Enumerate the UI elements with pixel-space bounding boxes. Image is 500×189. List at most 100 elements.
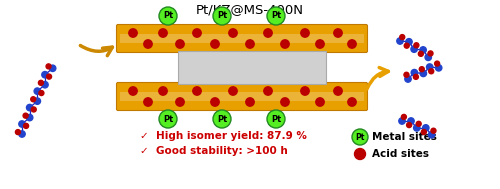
Circle shape	[426, 64, 433, 70]
Circle shape	[420, 70, 426, 77]
Circle shape	[354, 149, 366, 160]
Circle shape	[31, 107, 36, 112]
Circle shape	[246, 40, 254, 48]
Circle shape	[267, 110, 285, 128]
Circle shape	[399, 118, 405, 124]
Text: Pt: Pt	[217, 115, 227, 123]
Circle shape	[34, 88, 40, 94]
Circle shape	[397, 38, 403, 44]
Circle shape	[129, 87, 137, 95]
Circle shape	[267, 7, 285, 25]
Circle shape	[144, 98, 152, 106]
Text: Acid sites: Acid sites	[372, 149, 429, 159]
Circle shape	[416, 121, 421, 126]
Circle shape	[406, 39, 412, 45]
Circle shape	[19, 131, 25, 137]
Circle shape	[428, 51, 433, 56]
Circle shape	[159, 87, 167, 95]
Circle shape	[414, 43, 419, 48]
Circle shape	[281, 40, 289, 48]
Text: Pt: Pt	[356, 132, 364, 142]
Circle shape	[348, 98, 356, 106]
Text: Pt: Pt	[271, 12, 281, 20]
Circle shape	[400, 35, 405, 40]
Circle shape	[431, 128, 436, 133]
Circle shape	[408, 118, 414, 124]
Circle shape	[229, 29, 237, 37]
Text: Pt: Pt	[163, 12, 173, 20]
FancyBboxPatch shape	[116, 83, 368, 111]
Circle shape	[46, 64, 51, 69]
Text: Pt: Pt	[217, 12, 227, 20]
Circle shape	[193, 29, 201, 37]
Circle shape	[24, 123, 28, 128]
Text: ✓  High isomer yield: 87.9 %: ✓ High isomer yield: 87.9 %	[140, 131, 307, 141]
Circle shape	[411, 46, 418, 52]
Circle shape	[159, 110, 177, 128]
Circle shape	[26, 104, 33, 111]
Circle shape	[418, 51, 424, 56]
Circle shape	[281, 98, 289, 106]
Circle shape	[159, 29, 167, 37]
Circle shape	[19, 121, 25, 127]
Circle shape	[229, 87, 237, 95]
Text: Pt: Pt	[271, 115, 281, 123]
Circle shape	[176, 98, 184, 106]
Circle shape	[414, 74, 418, 79]
Text: Pt/KZ@MS-400N: Pt/KZ@MS-400N	[196, 3, 304, 16]
Circle shape	[352, 129, 368, 145]
Circle shape	[406, 123, 412, 128]
Text: ✓  Good stability: >100 h: ✓ Good stability: >100 h	[140, 146, 288, 156]
Bar	[120, 34, 364, 43]
Circle shape	[46, 74, 52, 79]
Circle shape	[176, 40, 184, 48]
Circle shape	[39, 91, 44, 96]
Circle shape	[30, 97, 36, 102]
Circle shape	[316, 98, 324, 106]
Circle shape	[159, 7, 177, 25]
Circle shape	[420, 67, 424, 72]
Circle shape	[211, 98, 219, 106]
Circle shape	[414, 125, 420, 131]
Circle shape	[405, 76, 411, 82]
Text: Pt: Pt	[163, 115, 173, 123]
Circle shape	[213, 7, 231, 25]
Circle shape	[264, 87, 272, 95]
Bar	[178, 51, 326, 84]
Circle shape	[246, 98, 254, 106]
Circle shape	[301, 87, 309, 95]
Circle shape	[42, 81, 48, 88]
Circle shape	[264, 29, 272, 37]
Circle shape	[402, 114, 406, 119]
Circle shape	[301, 29, 309, 37]
Circle shape	[213, 110, 231, 128]
Circle shape	[428, 132, 435, 138]
Circle shape	[23, 113, 28, 118]
Circle shape	[211, 40, 219, 48]
Circle shape	[425, 54, 432, 60]
Circle shape	[404, 43, 409, 48]
Circle shape	[411, 69, 418, 76]
Circle shape	[129, 29, 137, 37]
Circle shape	[144, 40, 152, 48]
Circle shape	[436, 65, 442, 71]
Circle shape	[34, 98, 40, 104]
Circle shape	[422, 125, 429, 131]
Bar	[120, 92, 364, 101]
Circle shape	[26, 114, 33, 121]
Circle shape	[348, 40, 356, 48]
Circle shape	[42, 71, 48, 78]
Circle shape	[193, 87, 201, 95]
Circle shape	[428, 69, 434, 74]
Circle shape	[316, 40, 324, 48]
Circle shape	[38, 80, 44, 85]
Circle shape	[334, 29, 342, 37]
Circle shape	[334, 87, 342, 95]
Text: Metal sites: Metal sites	[372, 132, 437, 142]
Circle shape	[420, 47, 426, 53]
Circle shape	[422, 129, 426, 134]
Circle shape	[50, 65, 56, 71]
Circle shape	[434, 61, 440, 66]
Circle shape	[16, 130, 20, 135]
Circle shape	[404, 72, 409, 77]
